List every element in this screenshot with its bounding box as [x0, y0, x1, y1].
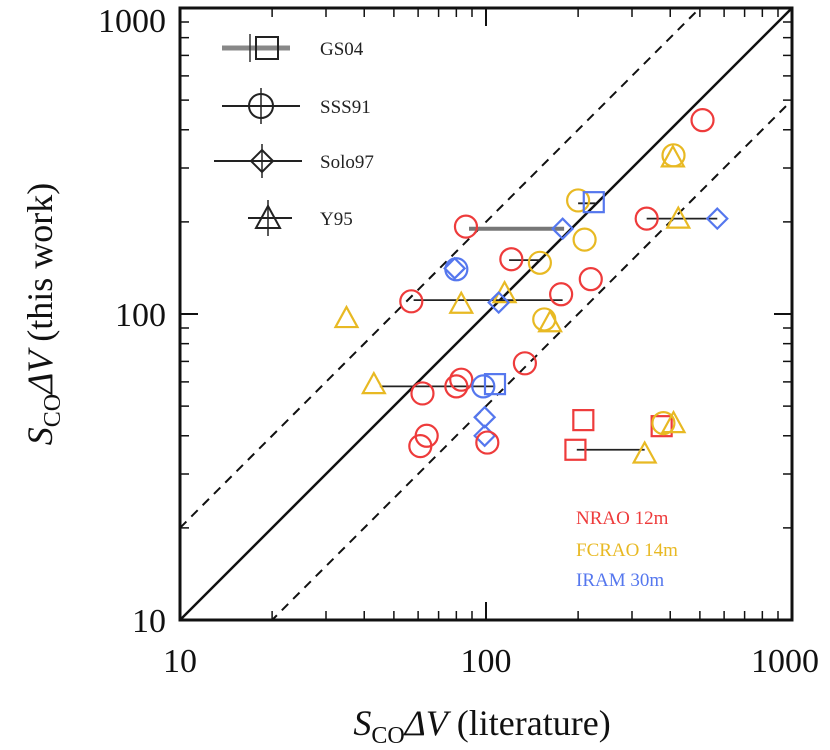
data-point-circle-35: [475, 430, 500, 455]
data-point-triangle-23: [537, 308, 563, 333]
reference-legend: GS04 SSS91 Solo97 Y95: [214, 34, 374, 236]
telescope-label-fcrao: FCRAO 14m: [576, 540, 678, 561]
data-point-diamond-19: [487, 290, 511, 315]
legend-entry-y95: Y95: [248, 200, 353, 236]
data-point-triangle-38: [631, 440, 658, 464]
legend-entry-gs04: GS04: [222, 34, 364, 62]
data-point-circle-20: [549, 282, 574, 307]
data-points: [333, 108, 729, 464]
data-point-circle-16: [399, 289, 424, 314]
data-point-square-39: [650, 415, 673, 438]
telescope-label-nrao: NRAO 12m: [576, 508, 669, 529]
legend-diamond-marker: [249, 148, 275, 174]
data-point-square-30: [483, 373, 507, 396]
data-point-diamond-7: [551, 217, 575, 241]
legend-label-solo97: Solo97: [320, 152, 374, 173]
data-point-diamond-10: [705, 207, 729, 231]
legend-label-y95: Y95: [320, 209, 353, 230]
data-point-triangle-41: [660, 409, 687, 434]
data-point-circle-27: [444, 374, 469, 399]
data-point-circle-11: [527, 250, 552, 275]
data-point-circle-26: [410, 381, 435, 406]
legend-circle-marker: [248, 93, 274, 119]
plot-frame: [178, 6, 794, 622]
legend-label-gs04: GS04: [320, 39, 364, 60]
data-point-circle-15: [578, 267, 603, 292]
legend-label-sss91: SSS91: [320, 97, 371, 118]
data-point-circle-3: [566, 188, 591, 213]
data-point-circle-0: [690, 108, 715, 133]
legend-square-marker: [255, 36, 279, 60]
data-point-circle-6: [453, 214, 479, 239]
data-point-triangle-17: [448, 290, 475, 314]
data-point-triangle-25: [360, 370, 387, 395]
y-tick-label-1000: 1000: [98, 3, 166, 40]
data-point-circle-29: [471, 374, 496, 399]
data-point-square-36: [572, 409, 595, 432]
legend-triangle-marker: [254, 203, 282, 229]
reference-lines: [180, 8, 792, 620]
data-point-triangle-21: [333, 304, 360, 329]
x-axis-title: SCOΔV (literature): [353, 703, 610, 749]
x-tick-label-100: 100: [461, 643, 512, 680]
data-point-circle-34: [414, 423, 439, 448]
telescope-label-iram: IRAM 30m: [576, 570, 664, 591]
reference-line-factor-two-lower: [270, 99, 792, 620]
telescope-legend: NRAO 12m FCRAO 14m IRAM 30m: [576, 508, 678, 591]
data-point-circle-12: [499, 247, 524, 272]
connector-lines: [379, 202, 718, 451]
data-point-circle-28: [449, 367, 474, 392]
reference-line-factor-two-upper: [180, 8, 702, 529]
data-point-circle-24: [512, 351, 537, 376]
data-point-diamond-14: [443, 256, 467, 280]
data-point-circle-5: [572, 227, 597, 252]
data-point-circle-8: [634, 206, 659, 231]
data-point-square-37: [564, 438, 587, 461]
data-point-square-4: [582, 191, 605, 214]
x-tick-label-1000: 1000: [751, 643, 819, 680]
data-point-triangle-2: [660, 144, 686, 168]
data-point-circle-40: [651, 411, 676, 436]
y-tick-label-100: 100: [115, 297, 166, 334]
legend-entry-sss91: SSS91: [222, 88, 371, 124]
y-axis-title: SCOΔV (this work): [20, 183, 66, 445]
legend-entry-solo97: Solo97: [214, 144, 374, 178]
y-tick-label-10: 10: [132, 603, 166, 640]
reference-line-one-to-one: [180, 8, 792, 620]
x-tick-label-10: 10: [163, 643, 197, 680]
data-point-triangle-9: [665, 205, 692, 229]
